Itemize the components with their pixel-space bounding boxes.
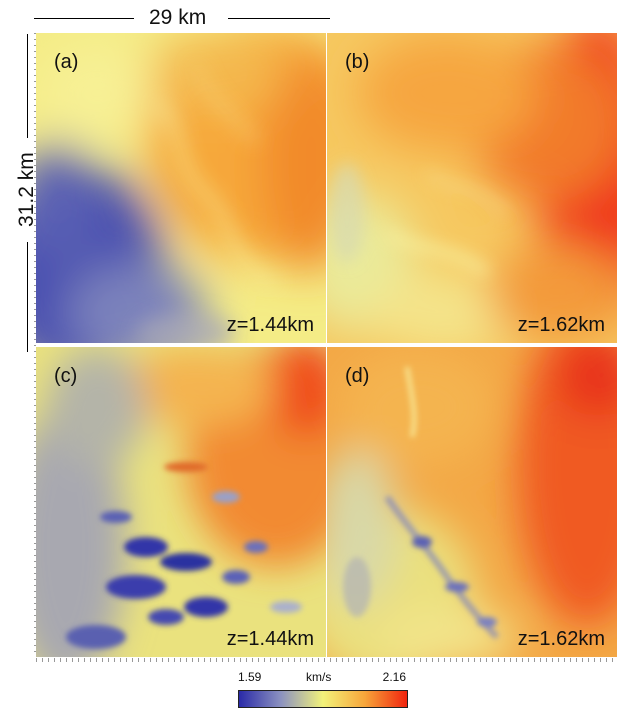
vertical-scale-bar: 31.2 km [10, 34, 40, 352]
colorbar-max-label: 2.16 [382, 670, 406, 684]
colorbar: 1.59 km/s 2.16 [238, 668, 408, 708]
panel-a-depth: z=1.44km [226, 314, 314, 336]
panel-c: (c) z=1.44km [36, 347, 326, 657]
scale-line-top [27, 34, 28, 138]
panel-b-velocity-map [327, 33, 617, 343]
panel-c-label: (c) [54, 365, 78, 387]
colorbar-unit-label: km/s [306, 670, 332, 684]
horizontal-scale-bar: 29 km [34, 6, 330, 29]
bottom-tick-marks [36, 658, 617, 662]
scale-line-bottom [27, 242, 28, 352]
scale-line-left [34, 18, 134, 19]
panel-d-depth: z=1.62km [517, 628, 605, 650]
velocity-panel-grid: (a) z=1.44km (b) z=1 [36, 33, 617, 657]
left-tick-marks [34, 33, 36, 657]
panel-a-label: (a) [54, 51, 79, 73]
panel-d: (d) z=1.62km [327, 347, 617, 657]
panel-b-label: (b) [345, 51, 370, 73]
panel-d-label: (d) [345, 365, 370, 387]
colorbar-gradient [238, 690, 408, 708]
panel-c-velocity-map [36, 347, 326, 657]
panel-b-depth: z=1.62km [517, 314, 605, 336]
panel-a-velocity-map [36, 33, 326, 343]
colorbar-min-label: 1.59 [238, 670, 262, 684]
panel-b: (b) z=1.62km [327, 33, 617, 343]
panel-a: (a) z=1.44km [36, 33, 326, 343]
horizontal-scale-label: 29 km [149, 6, 207, 29]
panel-d-velocity-map [327, 347, 617, 657]
scale-line-right [228, 18, 330, 19]
panel-c-depth: z=1.44km [226, 628, 314, 650]
